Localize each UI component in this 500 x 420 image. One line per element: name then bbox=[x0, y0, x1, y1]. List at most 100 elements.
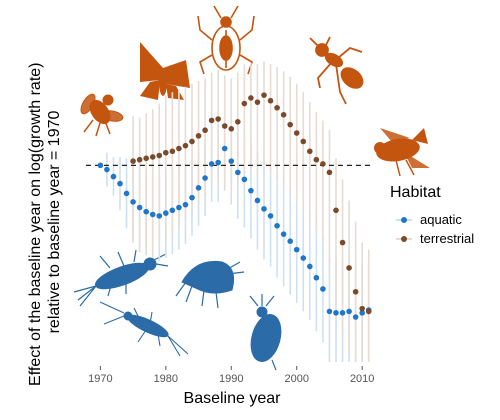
aquatic-point-1995 bbox=[261, 206, 267, 212]
terrestrial-point-1984 bbox=[189, 138, 195, 145]
legend-terrestrial-marker bbox=[401, 236, 407, 242]
terrestrial-point-2011 bbox=[365, 308, 372, 315]
aquatic-point-1996 bbox=[267, 213, 274, 219]
aquatic-point-1971 bbox=[104, 166, 110, 173]
aquatic-point-2003 bbox=[313, 274, 320, 281]
terrestrial-point-2006 bbox=[333, 207, 339, 214]
terrestrial-point-1996 bbox=[267, 97, 274, 104]
terrestrial-point-2010 bbox=[359, 305, 365, 312]
aquatic-point-2010 bbox=[359, 310, 365, 316]
terrestrial-point-1995 bbox=[261, 92, 267, 98]
x-tick-label-1980: 1980 bbox=[154, 373, 178, 385]
x-tick-label-1990: 1990 bbox=[219, 373, 243, 385]
aquatic-point-1984 bbox=[189, 194, 195, 201]
terrestrial-point-1981 bbox=[169, 148, 176, 155]
terrestrial-point-2000 bbox=[293, 130, 300, 136]
legend: Habitat aquatic terrestrial bbox=[390, 184, 474, 246]
terrestrial-point-1977 bbox=[143, 155, 149, 162]
water-flea-icon bbox=[249, 294, 282, 371]
terrestrial-point-1989 bbox=[221, 123, 228, 129]
aquatic-point-1987 bbox=[208, 161, 215, 167]
aquatic-point-1983 bbox=[182, 201, 189, 208]
aquatic-point-2005 bbox=[326, 308, 333, 315]
aquatic-point-1975 bbox=[130, 199, 136, 205]
terrestrial-point-1994 bbox=[254, 99, 261, 105]
aquatic-point-1979 bbox=[156, 213, 163, 219]
terrestrial-point-2005 bbox=[326, 169, 333, 176]
x-tick-label-2000: 2000 bbox=[284, 373, 308, 385]
terrestrial-point-2007 bbox=[339, 239, 346, 246]
aquatic-point-2004 bbox=[320, 286, 326, 292]
y-axis-title: Effect of the baseline year on log(growt… bbox=[27, 58, 63, 386]
terrestrial-point-1990 bbox=[228, 126, 235, 132]
terrestrial-point-1991 bbox=[235, 119, 241, 125]
aquatic-point-1997 bbox=[274, 222, 280, 229]
terrestrial-point-2002 bbox=[307, 148, 313, 155]
aquatic-point-1972 bbox=[110, 173, 117, 180]
aquatic-point-1982 bbox=[176, 204, 182, 211]
aquatic-point-1978 bbox=[149, 211, 156, 218]
plot-area bbox=[85, 61, 372, 362]
aquatic-point-2001 bbox=[300, 255, 307, 261]
aquatic-point-1993 bbox=[248, 187, 254, 194]
y-axis-title-line-1: Effect of the baseline year on log(growt… bbox=[27, 63, 44, 386]
legend-title: Habitat bbox=[390, 184, 441, 201]
terrestrial-point-1992 bbox=[241, 100, 248, 107]
terrestrial-point-1988 bbox=[215, 116, 221, 122]
terrestrial-point-1980 bbox=[163, 149, 169, 156]
x-tick-label-2010: 2010 bbox=[350, 373, 374, 385]
aquatic-point-1977 bbox=[143, 208, 149, 215]
legend-terrestrial-label: terrestrial bbox=[420, 231, 474, 246]
aquatic-point-1991 bbox=[235, 169, 241, 176]
aquatic-point-2008 bbox=[346, 308, 352, 315]
terrestrial-point-2009 bbox=[352, 288, 359, 295]
aquatic-point-1989 bbox=[221, 145, 228, 152]
fly-icon bbox=[374, 128, 430, 177]
x-axis: 1970 1980 1990 2000 2010 bbox=[88, 366, 374, 385]
aquatic-point-1990 bbox=[228, 158, 235, 164]
terrestrial-point-1979 bbox=[156, 152, 163, 159]
terrestrial-point-1998 bbox=[280, 111, 287, 118]
aquatic-point-1976 bbox=[136, 204, 143, 211]
amphipod-icon bbox=[175, 260, 245, 309]
mayfly-larva-icon bbox=[73, 249, 169, 307]
aquatic-point-2006 bbox=[333, 310, 339, 316]
aquatic-point-2000 bbox=[293, 246, 300, 253]
terrestrial-point-1993 bbox=[248, 95, 254, 101]
ant-icon bbox=[309, 36, 364, 105]
aquatic-point-1985 bbox=[195, 185, 202, 191]
terrestrial-point-1999 bbox=[287, 121, 293, 128]
terrestrial-point-1987 bbox=[208, 117, 215, 124]
beetle-icon bbox=[197, 5, 255, 75]
stonefly-larva-icon bbox=[99, 301, 189, 357]
aquatic-point-1999 bbox=[287, 238, 293, 244]
aquatic-point-1988 bbox=[215, 159, 221, 166]
terrestrial-point-2004 bbox=[320, 161, 326, 167]
terrestrial-point-1982 bbox=[176, 145, 182, 152]
aquatic-point-1998 bbox=[280, 231, 287, 237]
x-axis-title: Baseline year bbox=[184, 390, 282, 407]
terrestrial-point-2008 bbox=[346, 265, 352, 271]
moth-icon bbox=[140, 42, 190, 100]
aquatic-point-1981 bbox=[169, 207, 176, 214]
terrestrial-point-1978 bbox=[149, 154, 156, 160]
aquatic-point-1992 bbox=[241, 176, 248, 183]
aquatic-point-1974 bbox=[123, 190, 130, 197]
aquatic-point-2009 bbox=[352, 314, 359, 320]
terrestrial-point-1986 bbox=[202, 127, 208, 134]
terrestrial-point-1983 bbox=[182, 142, 189, 149]
aquatic-point-1986 bbox=[202, 175, 208, 181]
aquatic-point-2002 bbox=[307, 263, 313, 270]
terrestrial-point-2001 bbox=[300, 138, 307, 145]
aquatic-point-1994 bbox=[254, 197, 261, 204]
legend-aquatic-marker bbox=[401, 217, 407, 223]
legend-aquatic-label: aquatic bbox=[420, 212, 462, 227]
y-axis-title-line-2: relative to baseline year = 1970 bbox=[46, 110, 63, 333]
terrestrial-point-2003 bbox=[313, 156, 320, 163]
terrestrial-point-1985 bbox=[195, 133, 202, 139]
terrestrial-point-1997 bbox=[274, 104, 280, 111]
aquatic-point-2007 bbox=[339, 310, 346, 316]
aquatic-point-1973 bbox=[117, 180, 123, 187]
aquatic-point-1980 bbox=[163, 210, 169, 216]
